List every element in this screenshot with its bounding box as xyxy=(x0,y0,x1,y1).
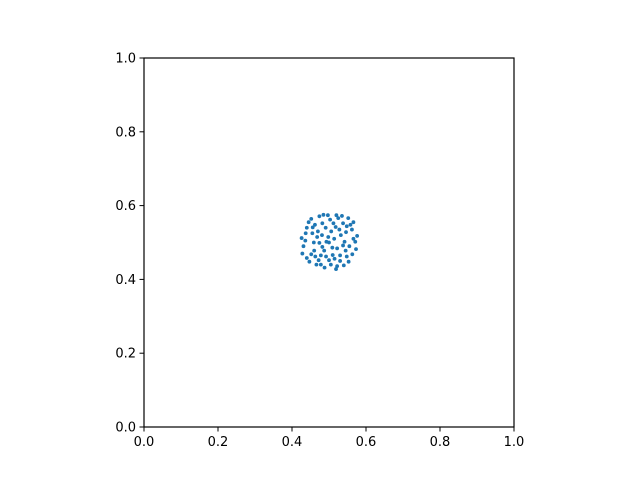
scatter-point xyxy=(307,259,312,264)
x-tick-label: 1.0 xyxy=(504,435,525,450)
scatter-point xyxy=(318,253,323,258)
scatter-point xyxy=(335,246,340,251)
scatter-point xyxy=(320,221,325,226)
scatter-point xyxy=(350,252,355,257)
scatter-point xyxy=(346,259,351,264)
scatter-point xyxy=(324,254,328,259)
scatter-point xyxy=(341,221,345,226)
scatter-point xyxy=(317,240,322,245)
scatter-point xyxy=(309,252,314,257)
scatter-point xyxy=(331,221,336,226)
scatter-point xyxy=(340,214,344,218)
scatter-point xyxy=(338,253,342,258)
scatter-point xyxy=(323,225,328,230)
scatter-point xyxy=(355,233,360,238)
scatter-point xyxy=(311,240,316,245)
scatter-point xyxy=(322,265,327,270)
scatter-point xyxy=(344,224,349,229)
scatter-point xyxy=(299,236,304,240)
scatter-point xyxy=(304,225,309,230)
axes-frame xyxy=(143,57,515,428)
scatter-point xyxy=(312,248,317,253)
scatter-point xyxy=(313,254,318,259)
scatter-point xyxy=(315,235,320,239)
scatter-point xyxy=(351,236,356,241)
x-tick-label: 0.0 xyxy=(134,435,155,450)
points-layer xyxy=(299,212,360,271)
scatter-point xyxy=(322,248,327,253)
scatter-point xyxy=(337,227,342,232)
scatter-point xyxy=(325,213,330,218)
scatter-point xyxy=(320,233,324,238)
scatter-point xyxy=(351,220,356,225)
scatter-point xyxy=(314,262,319,267)
scatter-point xyxy=(330,245,335,250)
scatter-point xyxy=(329,229,334,234)
scatter-point xyxy=(344,230,348,235)
scatter-point xyxy=(341,243,345,248)
scatter-point xyxy=(318,262,323,267)
y-axis: 0.0 0.2 0.4 0.6 0.8 1.0 xyxy=(115,52,144,436)
scatter-point xyxy=(316,229,320,234)
scatter-point xyxy=(344,254,349,259)
scatter-point xyxy=(332,256,337,261)
scatter-point xyxy=(332,236,337,241)
scatter-point xyxy=(303,231,308,236)
x-tick-label: 0.8 xyxy=(430,435,451,450)
scatter-point xyxy=(346,216,351,221)
y-tick-label: 0.0 xyxy=(115,421,136,436)
scatter-point xyxy=(334,213,339,218)
scatter-point xyxy=(328,217,333,222)
scatter-point xyxy=(316,258,321,263)
scatter-point xyxy=(353,239,358,244)
scatter-point xyxy=(303,238,308,243)
scatter-point xyxy=(313,222,317,227)
x-tick-label: 0.4 xyxy=(282,435,303,450)
scatter-point xyxy=(333,225,338,229)
scatter-point xyxy=(334,267,338,271)
scatter-point xyxy=(342,239,347,244)
y-tick-label: 0.6 xyxy=(115,199,136,214)
y-tick-label: 1.0 xyxy=(115,52,136,67)
scatter-point xyxy=(301,244,306,249)
scatter-point xyxy=(347,244,352,249)
x-tick-label: 0.6 xyxy=(356,435,377,450)
scatter-point xyxy=(328,262,333,267)
scatter-point xyxy=(338,259,342,263)
scatter-point xyxy=(326,235,331,239)
scatter-point xyxy=(321,212,326,217)
scatter-point xyxy=(310,225,315,230)
scatter-point xyxy=(306,220,311,225)
x-axis: 0.0 0.2 0.4 0.6 0.8 1.0 xyxy=(134,427,525,450)
scatter-point xyxy=(324,239,329,244)
scatter-point xyxy=(310,231,315,236)
scatter-point xyxy=(341,263,346,268)
scatter-point xyxy=(300,251,305,256)
y-tick-label: 0.4 xyxy=(115,273,136,288)
scatter-point xyxy=(350,227,354,232)
scatter-point xyxy=(336,216,341,221)
scatter-point xyxy=(317,214,322,219)
scatter-point xyxy=(304,256,309,260)
x-tick-label: 0.2 xyxy=(208,435,229,450)
y-tick-label: 0.8 xyxy=(115,125,136,140)
scatter-point xyxy=(327,258,331,263)
scatter-point xyxy=(309,216,314,221)
scatter-point xyxy=(354,247,358,252)
scatter-point xyxy=(335,264,340,269)
scatter-point xyxy=(343,248,348,253)
scatter-point xyxy=(330,253,335,257)
y-tick-label: 0.2 xyxy=(115,347,136,362)
scatter-point xyxy=(348,222,353,227)
scatter-point xyxy=(338,233,343,238)
scatter-point xyxy=(320,245,325,249)
